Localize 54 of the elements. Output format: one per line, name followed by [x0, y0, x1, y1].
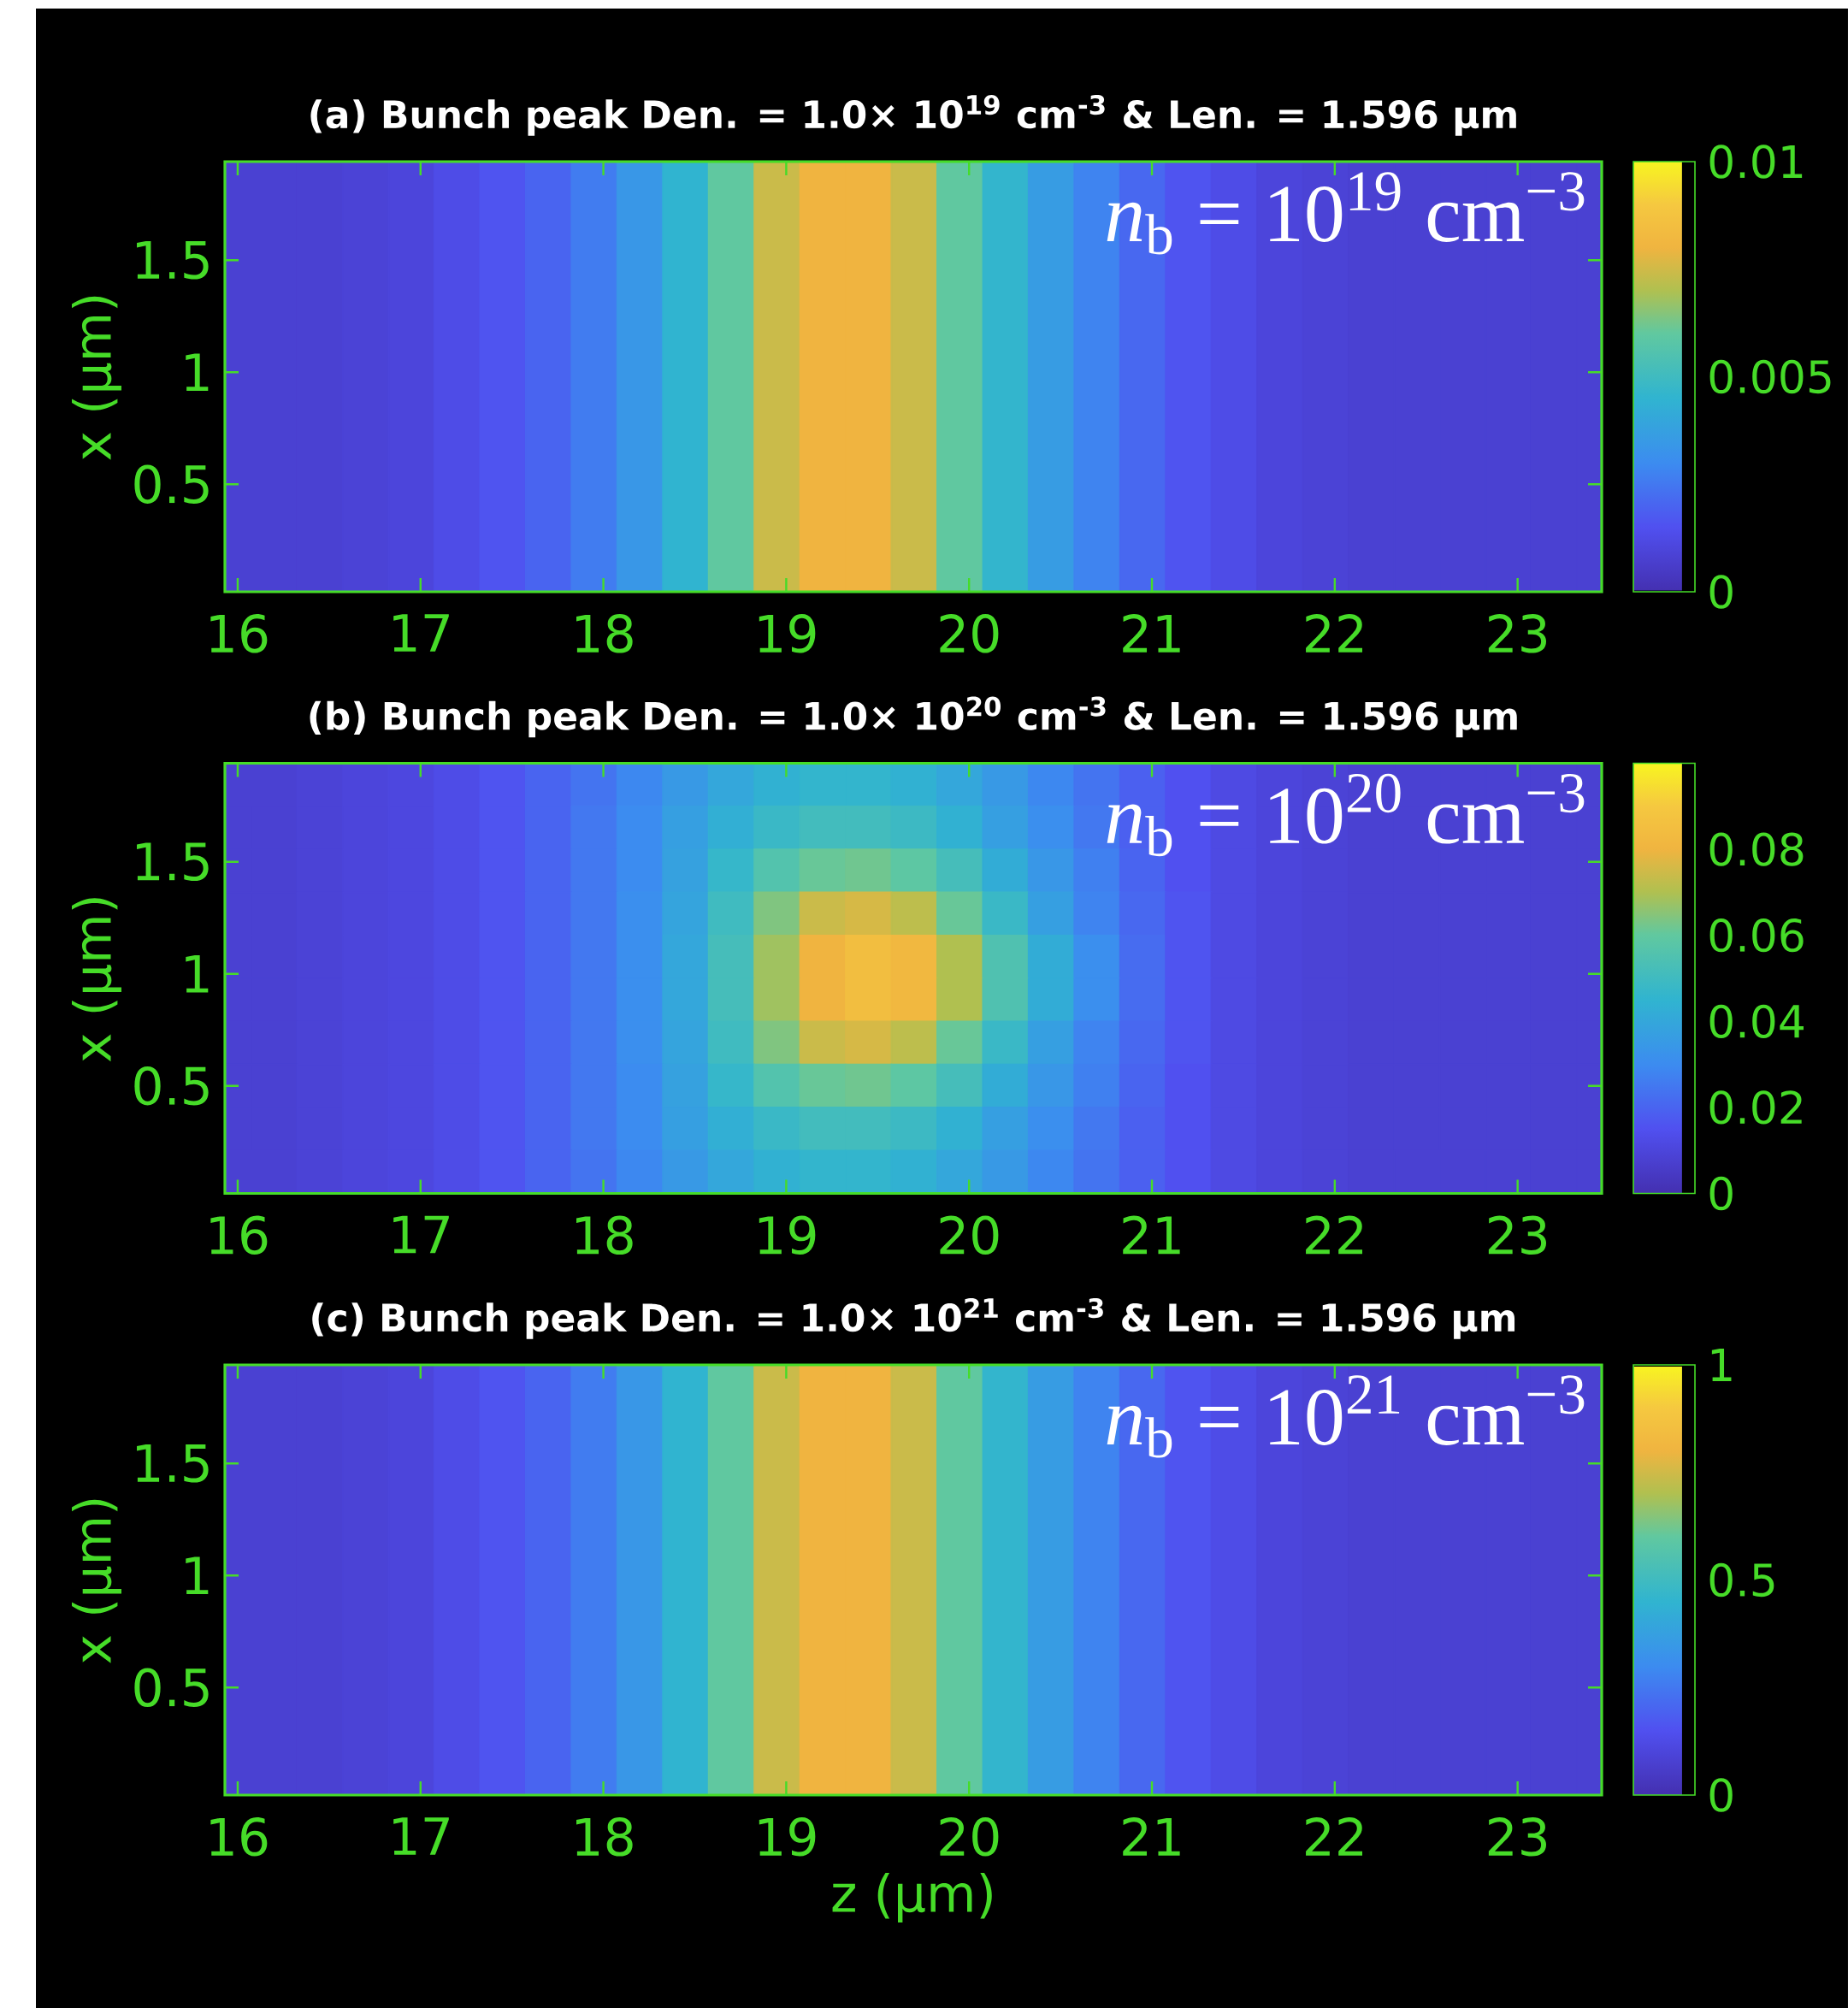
x-tick-label: 18 [576, 614, 633, 653]
chart-title: (a) Bunch peak Den. = 1.0× 10$^{19}$ cm$^{-3}$ & Len. = 1.596 μm [310, 94, 1516, 136]
color-bar-label: 0.08 [1709, 832, 1804, 866]
y-tick-label: 0.5 [134, 1668, 209, 1707]
x-tick-label: 16 [210, 1215, 268, 1255]
chart-title: (c) Bunch peak Den. = 1.0× 10$^{21}$ cm$^{-3}$ & Len. = 1.596 μm [312, 1297, 1515, 1339]
y-tick-label: 1.5 [137, 1444, 209, 1483]
color-bar-label: 0 [1709, 575, 1733, 609]
annotation: n$_{b}$ = 10$^{21}$ cm$^{−3}$ [1107, 1375, 1585, 1458]
y-tick-label: 0.5 [134, 464, 209, 504]
x-axis-title: z (μm) [832, 1873, 992, 1922]
x-tick-label: 21 [1123, 614, 1180, 653]
color-bar-label: 1 [1711, 1349, 1732, 1381]
y-tick-label: 1.5 [137, 240, 209, 280]
x-tick-label: 23 [1488, 614, 1547, 653]
y-tick-label: 1.5 [137, 842, 209, 882]
x-tick-label: 21 [1123, 1817, 1180, 1856]
color-bar-label: 0.02 [1709, 1090, 1802, 1125]
x-tick-label: 20 [940, 614, 999, 653]
x-tick-label: 17 [393, 1817, 449, 1855]
annotation: n$_{b}$ = 10$^{20}$ cm$^{−3}$ [1107, 773, 1585, 857]
color-bar-label: 0.04 [1709, 1004, 1804, 1038]
y-tick-label: 1 [186, 954, 209, 993]
x-tick-label: 19 [759, 1215, 816, 1255]
y-tick-label: 1 [186, 353, 209, 392]
color-bar-label: 0.06 [1709, 918, 1804, 953]
y-axis-title: x (μm) [72, 1499, 121, 1663]
color-bar-label: 0 [1709, 1176, 1733, 1211]
x-tick-label: 18 [576, 1215, 633, 1255]
x-tick-label: 23 [1488, 1817, 1547, 1857]
x-tick-label: 18 [576, 1817, 633, 1857]
x-tick-label: 22 [1306, 1215, 1363, 1255]
chart-title: (b) Bunch peak Den. = 1.0× 10$^{20}$ cm$^{-3}$ & Len. = 1.596 μm [310, 696, 1517, 738]
x-tick-label: 22 [1306, 1817, 1363, 1856]
x-tick-label: 20 [940, 1817, 999, 1857]
x-tick-label: 20 [940, 1215, 999, 1255]
x-tick-label: 23 [1488, 1215, 1547, 1255]
x-tick-label: 16 [210, 1817, 268, 1857]
x-tick-label: 21 [1123, 1215, 1180, 1255]
x-tick-label: 17 [393, 1215, 449, 1254]
x-tick-label: 19 [759, 614, 816, 653]
color-bar-label: 0 [1709, 1778, 1733, 1812]
y-axis-title: x (μm) [72, 898, 121, 1062]
x-tick-label: 19 [759, 1817, 816, 1857]
x-tick-label: 22 [1306, 614, 1363, 653]
color-bar-label: 0.01 [1709, 145, 1803, 179]
x-tick-label: 16 [210, 614, 268, 653]
y-tick-label: 0.5 [134, 1066, 209, 1106]
annotation: n$_{b}$ = 10$^{19}$ cm$^{−3}$ [1107, 172, 1585, 255]
color-bar-label: 0.005 [1709, 359, 1831, 394]
color-bar-label: 0.5 [1709, 1562, 1774, 1598]
x-tick-label: 17 [393, 614, 449, 652]
y-axis-title: x (μm) [72, 296, 121, 460]
y-tick-label: 1 [186, 1556, 209, 1595]
